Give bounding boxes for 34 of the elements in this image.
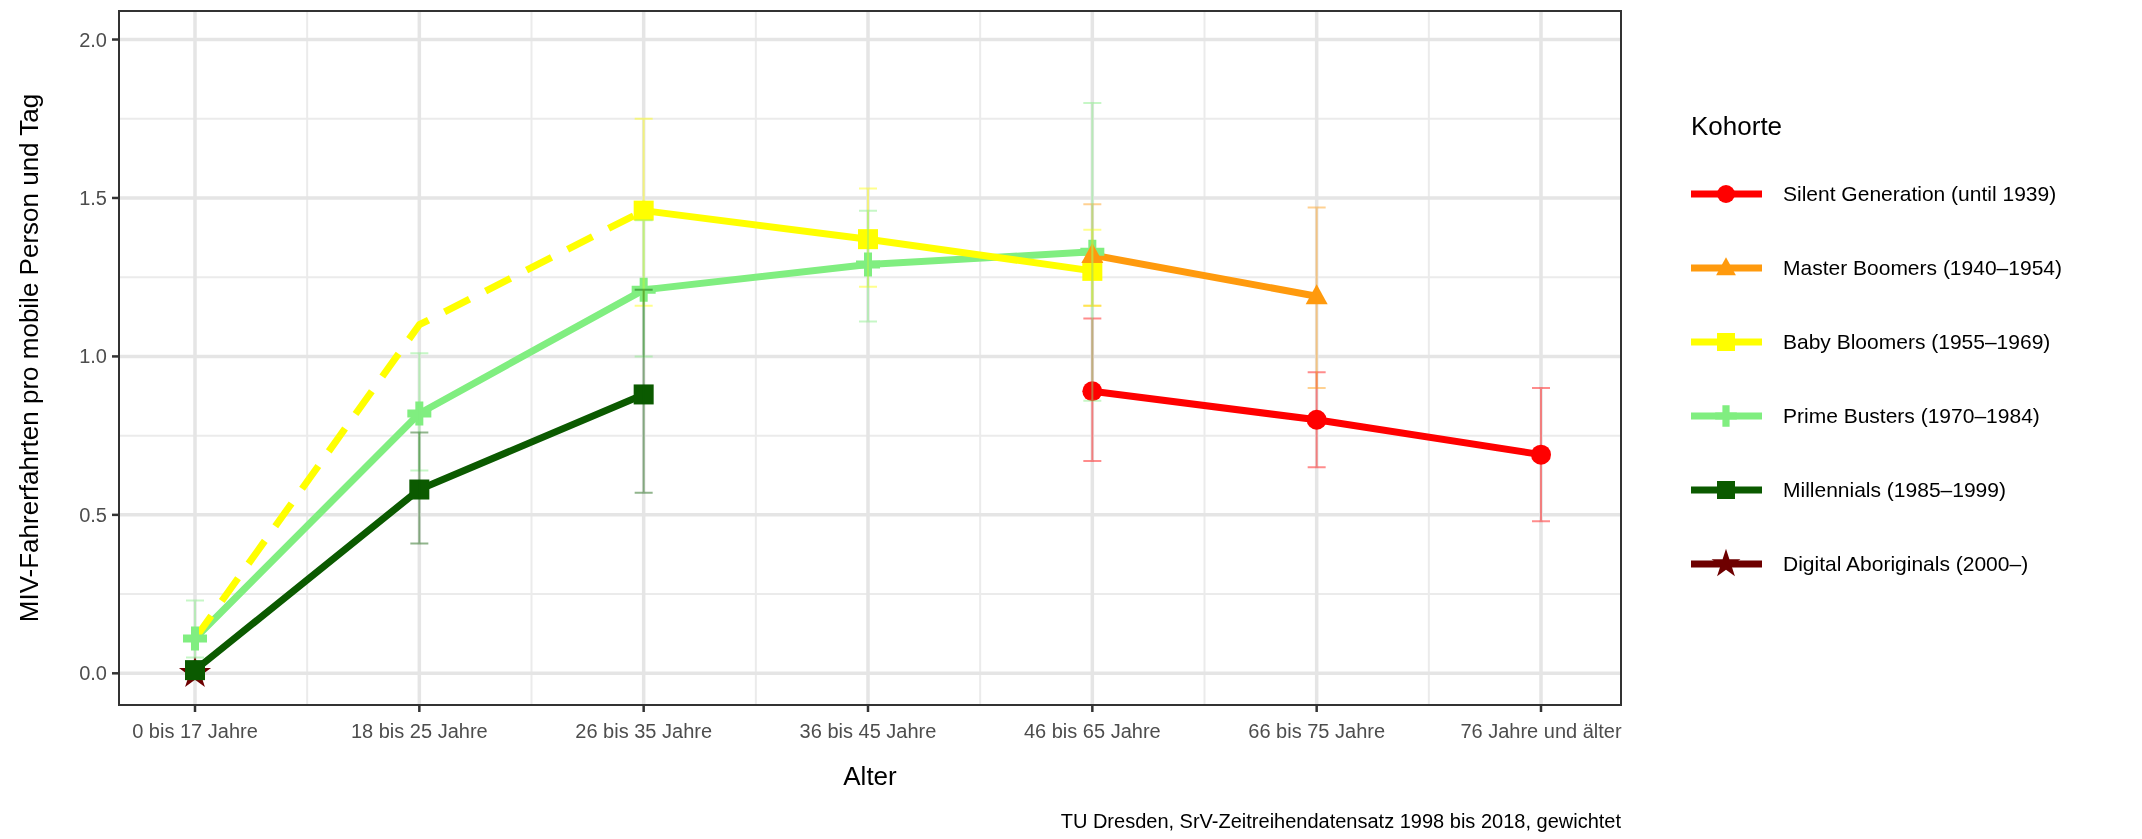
legend-label: Prime Busters (1970–1984) — [1783, 404, 2040, 428]
x-tick-label: 76 Jahre und älter — [1460, 720, 1622, 742]
x-tick-label: 18 bis 25 Jahre — [350, 720, 488, 742]
y-tick-label: 2.0 — [79, 28, 107, 51]
legend-title: Kohorte — [1691, 111, 1783, 141]
point — [183, 626, 207, 651]
point — [856, 252, 880, 277]
y-tick-label: 1.5 — [79, 186, 107, 209]
y-axis-title: MIV-Fahrerfahrten pro mobile Person und Tag — [14, 93, 44, 623]
x-tick-label: 0 bis 17 Jahre — [132, 720, 258, 742]
y-tick-label: 0.5 — [79, 503, 107, 526]
legend-label: Millennials (1985–1999) — [1783, 478, 2006, 502]
legend-label: Silent Generation (until 1939) — [1783, 182, 2057, 206]
text: TU Dresden, SrV-Zeitreihendatensatz 1998 bis 2018, gewichtet — [1060, 810, 1622, 832]
point — [1531, 444, 1551, 465]
point — [858, 229, 878, 250]
y-tick-label: 1.0 — [79, 345, 107, 368]
point — [633, 200, 654, 221]
x-tick-label: 66 bis 75 Jahre — [1248, 720, 1386, 742]
legend-label: Digital Aboriginals (2000–) — [1783, 552, 2029, 576]
point — [1082, 260, 1103, 281]
legend-label: Master Boomers (1940–1954) — [1783, 256, 2062, 280]
point — [1082, 381, 1103, 402]
legend-label: Baby Bloomers (1955–1969) — [1783, 330, 2051, 354]
point — [631, 277, 656, 302]
y-tick-label: 0.0 — [79, 662, 107, 685]
x-tick-label: 26 bis 35 Jahre — [575, 720, 713, 742]
x-tick-label: 36 bis 45 Jahre — [799, 720, 937, 742]
point — [409, 479, 430, 500]
x-axis-title: Alter — [843, 761, 898, 791]
point — [407, 401, 432, 426]
x-tick-label: 46 bis 65 Jahre — [1023, 720, 1161, 742]
point — [633, 384, 654, 405]
point — [1306, 409, 1327, 430]
